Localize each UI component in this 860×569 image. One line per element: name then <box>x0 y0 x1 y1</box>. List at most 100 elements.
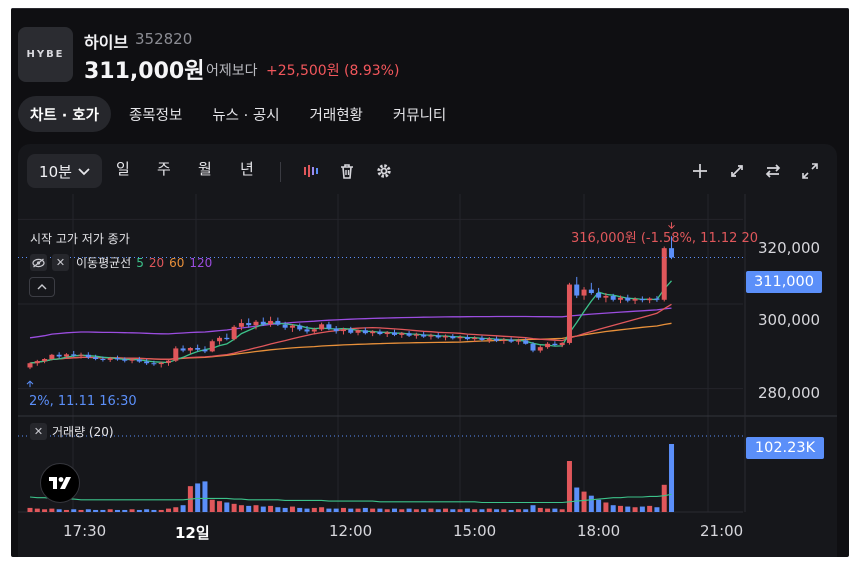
ma-5-label: 5 <box>136 255 144 270</box>
volume-bar <box>136 509 142 512</box>
ohlc-legend: 시작 고가 저가 종가 <box>30 232 130 246</box>
close-icon[interactable]: ✕ <box>52 254 69 271</box>
candle-body <box>596 293 602 298</box>
candle-body <box>209 341 215 352</box>
candle-body <box>399 333 405 335</box>
close-icon[interactable]: ✕ <box>30 423 47 440</box>
volume-bar <box>231 503 237 512</box>
volume-bar <box>392 508 397 512</box>
candle-body <box>647 298 653 301</box>
period-week[interactable]: 주 <box>157 160 171 178</box>
candle-body <box>617 297 623 300</box>
tab-trading-status[interactable]: 거래현황 <box>309 107 363 124</box>
candle-body <box>93 357 99 359</box>
collapse-legend-button[interactable] <box>29 277 55 297</box>
volume-bar <box>617 505 623 512</box>
candle-body <box>311 329 317 332</box>
chart-panel: 10분 일 주 월 년 <box>18 144 837 557</box>
low-annotation: 2%, 11.11 16:30 <box>29 394 137 409</box>
fullscreen-icon[interactable] <box>800 161 820 181</box>
app-window: HYBE 하이브 352820 311,000원 어제보다 +25,500원 (… <box>11 8 849 557</box>
volume-bar <box>158 509 164 512</box>
change-label: 어제보다 <box>206 63 258 79</box>
candle-body <box>100 359 106 360</box>
tab-chart-quote[interactable]: 차트 · 호가 <box>18 96 111 132</box>
candle-body <box>370 331 376 334</box>
volume-bar <box>384 509 390 512</box>
tradingview-logo[interactable] <box>40 463 80 503</box>
volume-bar <box>654 507 660 512</box>
expand-diagonal-icon[interactable] <box>727 161 747 181</box>
candle-body <box>297 325 303 330</box>
candle-body <box>639 298 645 301</box>
candle-body <box>537 347 543 351</box>
volume-bar <box>180 505 186 512</box>
volume-bar <box>472 509 478 512</box>
volume-bar <box>326 508 332 512</box>
volume-bar <box>523 509 529 512</box>
candle-body <box>457 337 463 339</box>
hide-eye-icon[interactable] <box>30 254 47 271</box>
tab-stock-info[interactable]: 종목정보 <box>128 107 183 124</box>
candle-body <box>428 335 434 337</box>
candlestick-chart[interactable] <box>18 194 837 557</box>
volume-bar <box>333 508 339 512</box>
company-logo: HYBE <box>18 27 73 82</box>
volume-bar <box>304 508 310 512</box>
ma-120-label: 120 <box>189 255 213 270</box>
interval-label: 10분 <box>39 162 72 181</box>
chart-area[interactable]: 시작 고가 저가 종가 ✕ 이동평균선 5 20 60 120 316,000원… <box>18 194 837 557</box>
candle-body <box>71 354 77 356</box>
indicator-icon[interactable] <box>300 161 320 181</box>
tab-news[interactable]: 뉴스 · 공시 <box>212 107 280 124</box>
period-year[interactable]: 년 <box>240 160 254 178</box>
candle-body <box>610 295 616 300</box>
interval-dropdown[interactable]: 10분 <box>27 154 102 188</box>
candle-body <box>479 337 485 340</box>
candle-body <box>129 359 135 361</box>
candle-body <box>588 289 594 293</box>
candle-body <box>224 337 230 340</box>
volume-bar <box>669 444 675 512</box>
ma-title: 이동평균선 <box>76 256 132 270</box>
candle-body <box>581 289 587 296</box>
crosshair-icon[interactable] <box>690 161 710 181</box>
volume-bar <box>260 506 266 512</box>
current-price: 311,000원 <box>84 59 205 84</box>
candle-body <box>348 329 354 333</box>
candle-body <box>78 354 84 356</box>
candle-body <box>362 330 368 334</box>
volume-bar <box>282 507 288 512</box>
volume-bar <box>275 507 281 512</box>
gear-icon[interactable] <box>374 161 394 181</box>
period-month[interactable]: 월 <box>198 160 212 178</box>
candle-body <box>187 348 193 351</box>
trash-icon[interactable] <box>337 161 357 181</box>
volume-legend: ✕ 거래량 (20) <box>30 423 114 440</box>
candle-body <box>333 328 339 332</box>
candle-body <box>625 297 631 301</box>
candle-body <box>472 337 478 340</box>
volume-bar <box>377 508 383 512</box>
volume-bar <box>34 508 40 512</box>
candle-body <box>275 320 281 325</box>
candle-body <box>34 361 40 364</box>
candle-body <box>27 363 33 368</box>
volume-bar <box>289 506 295 512</box>
candle-body <box>260 321 266 325</box>
time-axis-label: 12:00 <box>329 522 373 540</box>
volume-bar <box>581 491 587 512</box>
time-axis-label: 21:00 <box>700 522 744 540</box>
candle-body <box>107 358 113 360</box>
volume-bar <box>421 509 427 512</box>
period-day[interactable]: 일 <box>116 160 130 178</box>
candle-body <box>319 324 325 330</box>
time-axis-label-day: 12일 <box>175 524 210 542</box>
candle-body <box>501 339 507 341</box>
candle-body <box>195 348 201 350</box>
volume-bar <box>545 508 551 512</box>
candle-body <box>158 362 164 365</box>
compare-arrows-icon[interactable] <box>763 161 783 181</box>
tab-community[interactable]: 커뮤니티 <box>392 107 447 124</box>
change-value: +25,500원 (8.93%) <box>266 63 400 79</box>
